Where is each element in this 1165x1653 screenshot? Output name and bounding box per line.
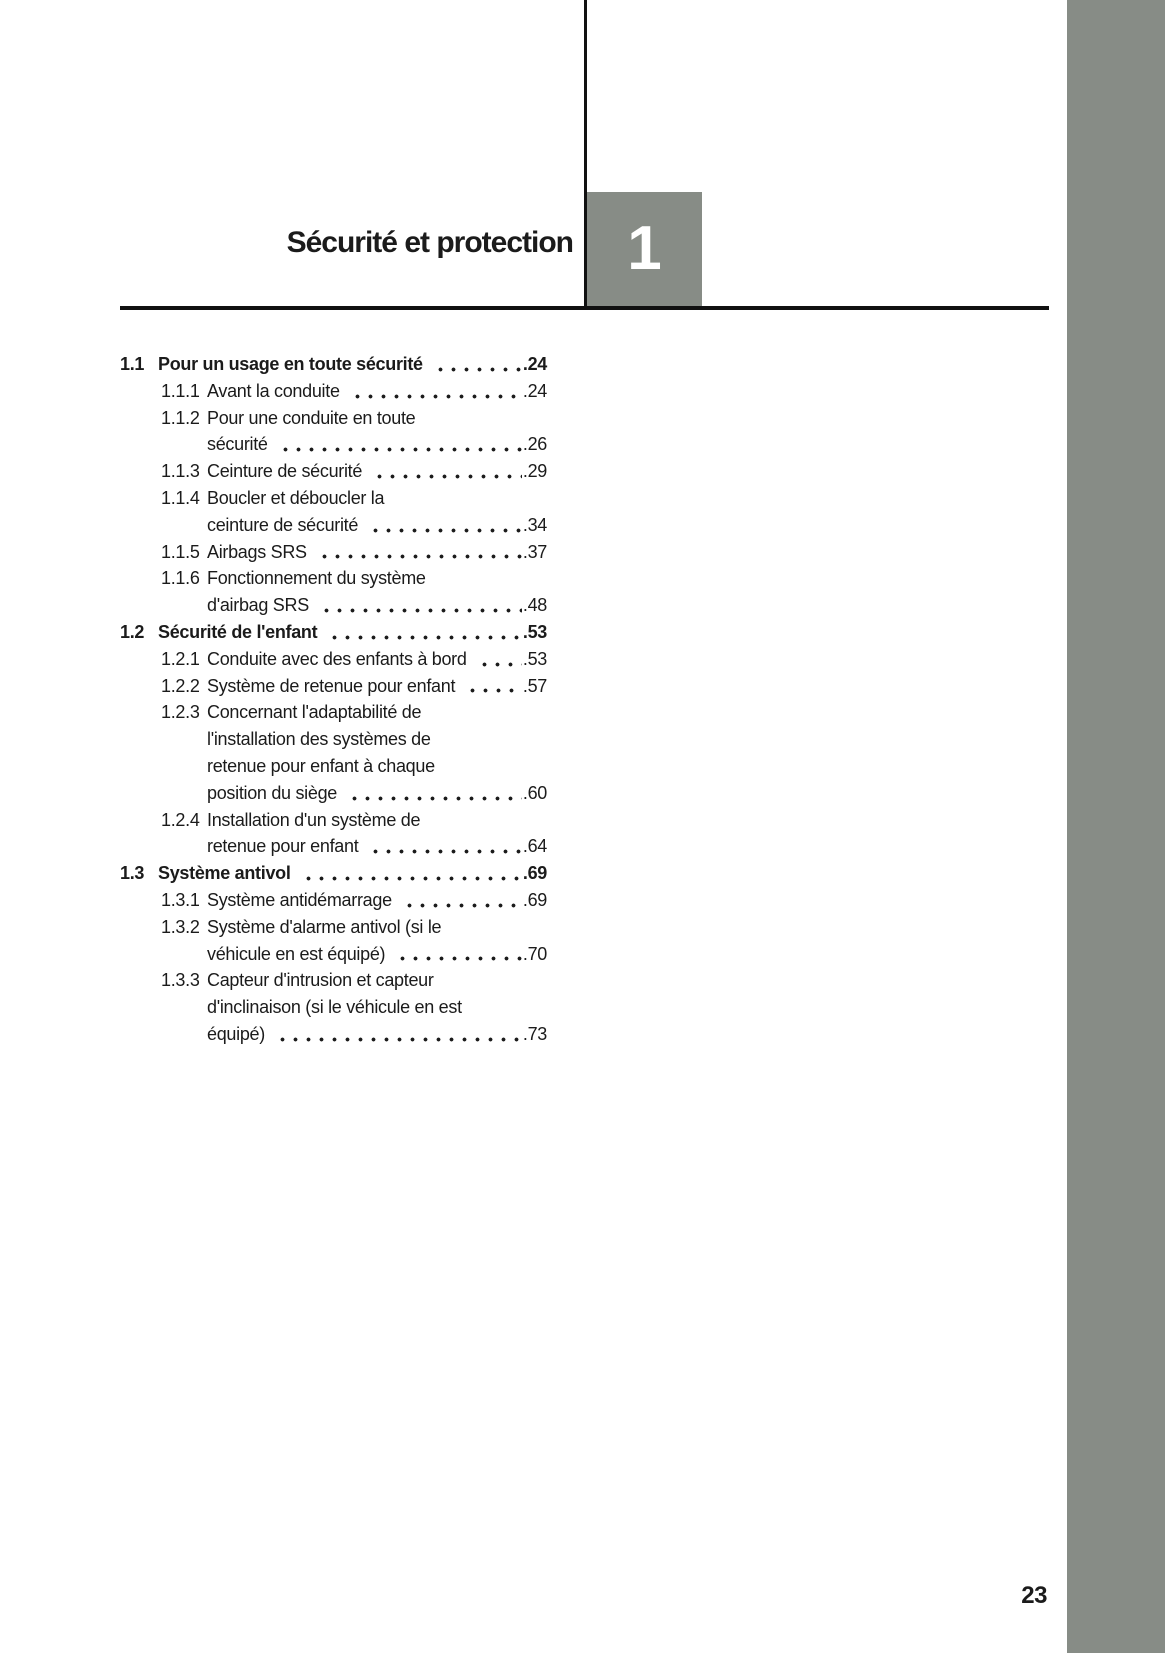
dot-leader [474, 645, 522, 673]
toc-entry-page: .57 [522, 675, 547, 696]
toc-entry-number: 1.3.1 [161, 889, 200, 910]
dot-leader [347, 377, 522, 405]
toc-entry-title: Concernant l'adaptabilité de [207, 702, 422, 723]
toc-entry-title: retenue pour enfant [207, 836, 359, 857]
toc-entry-number: 1.1.6 [161, 568, 200, 589]
dot-leader [393, 940, 522, 968]
toc-entry-title: l'installation des systèmes de [207, 729, 431, 750]
toc-section-entry[interactable]: 1.2 Sécurité de l'enfant .53 [120, 618, 547, 646]
toc-entry-page: .69 [522, 889, 547, 910]
toc-entry-title: Avant la conduite [207, 380, 340, 401]
toc-entry-number: 1.3 [120, 863, 145, 884]
toc-entry-title: Fonctionnement du système [207, 568, 426, 589]
toc-subsection-entry[interactable]: 1.3.3 Capteur d'intrusion et capteur d'inc… [161, 967, 547, 1048]
chapter-title: Sécurité et protection [286, 226, 574, 259]
toc-entry-title: Conduite avec des enfants à bord [207, 648, 467, 669]
dot-leader [430, 351, 522, 378]
toc-subsection-entry[interactable]: 1.1.6 Fonctionnement du système d'airbag S… [161, 565, 547, 619]
toc-entry-title: Sécurité de l'enfant [158, 621, 318, 642]
toc-subsection-entry[interactable]: 1.2.2 Système de retenue pour enfant .57 [161, 672, 547, 700]
page-number: 23 [1021, 1582, 1047, 1609]
toc-entry-title: Airbags SRS [207, 541, 307, 562]
toc-entry-number: 1.2.1 [161, 648, 200, 669]
toc-entry-page: .48 [522, 595, 547, 616]
dot-leader [366, 833, 522, 861]
toc-entry-page: .73 [522, 1023, 547, 1044]
toc-entry-title: Système antivol [158, 863, 291, 884]
chapter-number-box: 1 [587, 192, 702, 306]
toc-entry-page: .60 [522, 782, 547, 803]
toc-entry-title: Boucler et déboucler la [207, 487, 385, 508]
toc-entry-page: .26 [522, 434, 547, 455]
toc-entry-number: 1.1 [120, 354, 145, 374]
toc-entry-number: 1.3.2 [161, 916, 200, 937]
toc-entry-title: équipé) [207, 1023, 265, 1044]
toc-entry-page: .24 [522, 380, 547, 401]
toc-list: 1.1 Pour un usage en toute sécurité .24 1.1… [120, 351, 547, 1048]
toc-subsection-entry[interactable]: 1.2.3 Concernant l'adaptabilité de l'insta… [161, 699, 547, 807]
toc-subsection-entry[interactable]: 1.3.1 Système antidémarrage .69 [161, 886, 547, 914]
toc-entry-title: Système de retenue pour enfant [207, 675, 456, 696]
toc-entry-number: 1.1.5 [161, 541, 200, 562]
dot-leader [272, 1020, 522, 1048]
toc-subsection-entry[interactable]: 1.2.1 Conduite avec des enfants à bord .53 [161, 645, 547, 673]
toc-section-entry[interactable]: 1.1 Pour un usage en toute sécurité .24 [120, 351, 547, 378]
side-band [1067, 0, 1165, 1653]
toc-entry-page: .64 [522, 836, 547, 857]
toc-entry-title: Ceinture de sécurité [207, 461, 363, 482]
chapter-number: 1 [627, 214, 662, 283]
header-vertical-rule [584, 0, 587, 310]
toc-entry-page: .29 [522, 461, 547, 482]
toc-entry-number: 1.2 [120, 621, 145, 642]
toc-entry-title: Système antidémarrage [207, 889, 392, 910]
toc-entry-number: 1.2.4 [161, 809, 200, 830]
toc-subsection-entry[interactable]: 1.1.4 Boucler et déboucler la ceinture de … [161, 485, 547, 539]
dot-leader [345, 779, 522, 807]
toc-entry-number: 1.1.2 [161, 407, 200, 428]
toc-entry-title: d'inclinaison (si le véhicule en est [207, 997, 462, 1018]
toc-entry-page: .70 [522, 943, 547, 964]
toc-entry-number: 1.2.2 [161, 675, 200, 696]
toc-entry-title: ceinture de sécurité [207, 514, 359, 535]
toc-entry-title: d'airbag SRS [207, 595, 309, 616]
dot-leader [316, 592, 522, 619]
toc-entry-title: retenue pour enfant à chaque [207, 755, 435, 776]
toc-subsection-entry[interactable]: 1.1.1 Avant la conduite .24 [161, 377, 547, 405]
toc-entry-page: .24 [522, 354, 547, 374]
toc-subsection-entry[interactable]: 1.1.2 Pour une conduite en toute sécurité.… [161, 405, 547, 459]
toc-entry-number: 1.1.4 [161, 487, 200, 508]
dot-leader [399, 886, 522, 914]
dot-leader [298, 860, 522, 887]
dot-leader [370, 458, 522, 485]
toc-entry-title: Installation d'un système de [207, 809, 421, 830]
dot-leader [275, 431, 522, 459]
toc-entry-title: Système d'alarme antivol (si le [207, 916, 442, 937]
toc-subsection-entry[interactable]: 1.1.3 Ceinture de sécurité .29 [161, 458, 547, 485]
toc-entry-title: Pour une conduite en toute [207, 407, 416, 428]
toc-subsection-entry[interactable]: 1.2.4 Installation d'un système de retenue… [161, 807, 547, 861]
toc-entry-number: 1.2.3 [161, 702, 200, 723]
toc-section-entry[interactable]: 1.3 Système antivol .69 [120, 860, 547, 887]
dot-leader [325, 618, 522, 646]
toc-entry-number: 1.3.3 [161, 970, 200, 991]
toc-entry-number: 1.1.3 [161, 461, 200, 482]
toc-subsection-entry[interactable]: 1.3.2 Système d'alarme antivol (si le véhi… [161, 914, 547, 968]
toc-entry-page: .53 [522, 648, 547, 669]
toc-entry-page: .37 [522, 541, 547, 562]
dot-leader [463, 672, 522, 700]
dot-leader [314, 538, 522, 566]
toc-entry-page: .53 [522, 621, 547, 642]
toc-entry-title: Capteur d'intrusion et capteur [207, 970, 434, 991]
toc-entry-title: véhicule en est équipé) [207, 943, 386, 964]
toc-entry-title: Pour un usage en toute sécurité [158, 354, 423, 374]
toc-entry-number: 1.1.1 [161, 380, 200, 401]
header-horizontal-rule [120, 306, 1049, 310]
toc-entry-title: sécurité [207, 434, 268, 455]
toc-entry-page: .34 [522, 514, 547, 535]
toc-subsection-entry[interactable]: 1.1.5 Airbags SRS .37 [161, 538, 547, 566]
dot-leader [366, 511, 522, 539]
toc-entry-title: position du siège [207, 782, 337, 803]
toc-entry-page: .69 [522, 863, 547, 884]
